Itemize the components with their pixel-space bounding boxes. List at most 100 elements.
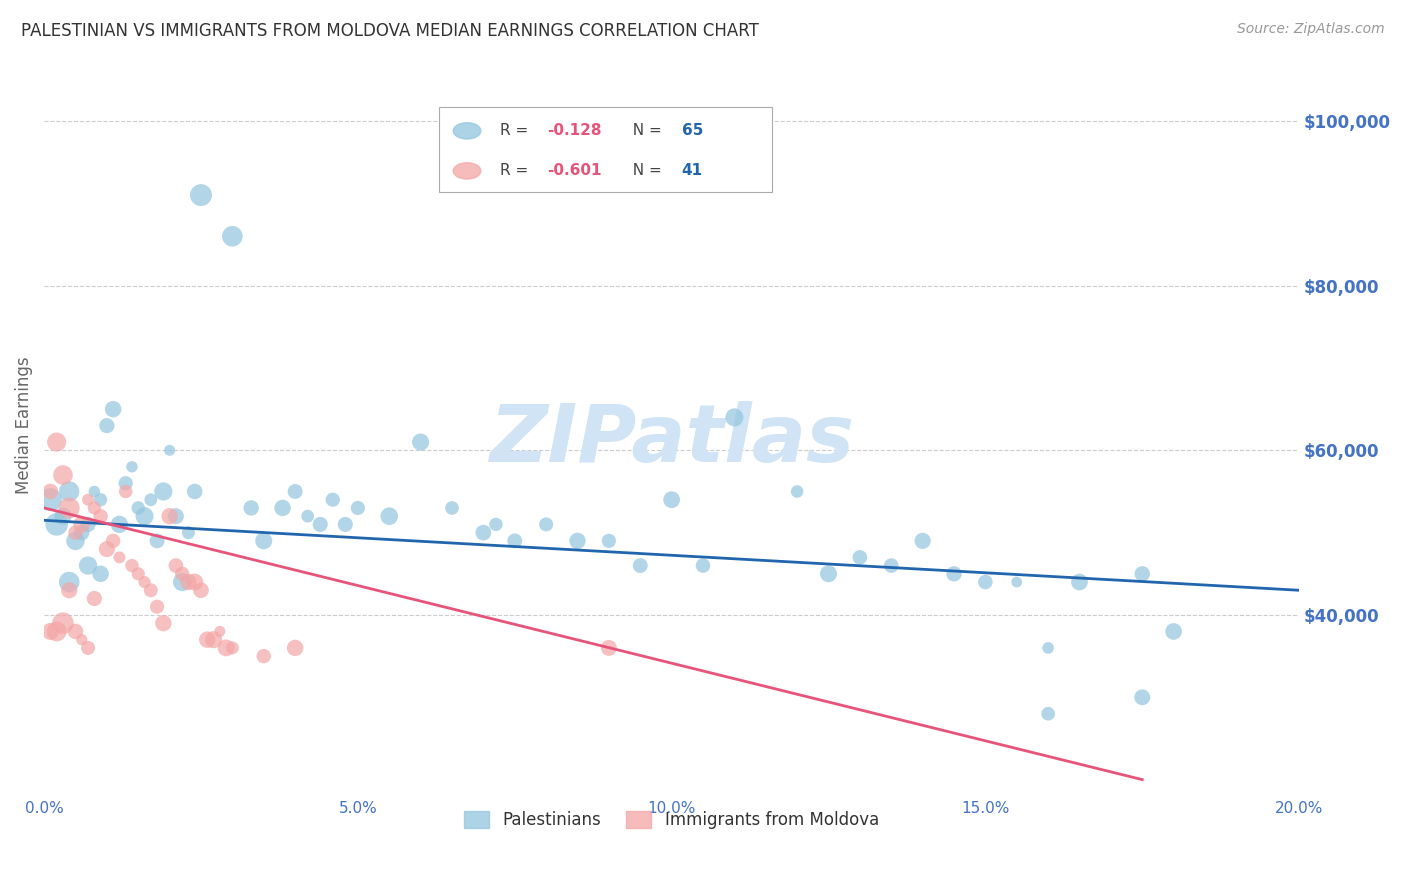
Point	[152, 484, 174, 499]
Point	[159, 509, 181, 524]
Text: 41: 41	[682, 163, 703, 178]
Point	[974, 575, 997, 590]
Point	[58, 500, 80, 515]
Point	[83, 591, 105, 606]
Point	[335, 517, 357, 532]
Point	[1036, 706, 1059, 721]
Legend: Palestinians, Immigrants from Moldova: Palestinians, Immigrants from Moldova	[457, 805, 886, 836]
Y-axis label: Median Earnings: Median Earnings	[15, 357, 32, 494]
Point	[70, 525, 93, 540]
Point	[101, 402, 124, 417]
Text: -0.601: -0.601	[547, 163, 602, 178]
Point	[159, 443, 181, 458]
Point	[202, 632, 225, 647]
Text: R =: R =	[499, 163, 533, 178]
Text: 65: 65	[682, 123, 703, 138]
Point	[253, 649, 276, 664]
Point	[628, 558, 651, 573]
Point	[108, 550, 131, 565]
Point	[146, 533, 169, 548]
Point	[485, 517, 508, 532]
Point	[52, 468, 75, 483]
Point	[52, 616, 75, 631]
Point	[661, 492, 683, 507]
Point	[215, 640, 238, 655]
Point	[39, 492, 62, 507]
Point	[347, 500, 370, 515]
Point	[139, 492, 162, 507]
Point	[70, 517, 93, 532]
Point	[221, 640, 243, 655]
Point	[139, 583, 162, 598]
Point	[409, 435, 432, 450]
Point	[177, 525, 200, 540]
Point	[534, 517, 557, 532]
Point	[183, 575, 205, 590]
Point	[114, 476, 136, 491]
Point	[77, 558, 100, 573]
Point	[152, 616, 174, 631]
Text: Source: ZipAtlas.com: Source: ZipAtlas.com	[1237, 22, 1385, 37]
Point	[134, 575, 156, 590]
Point	[127, 500, 149, 515]
Point	[880, 558, 903, 573]
Point	[45, 517, 67, 532]
Circle shape	[453, 162, 481, 179]
Point	[271, 500, 294, 515]
Point	[77, 640, 100, 655]
Point	[1130, 690, 1153, 705]
Point	[567, 533, 589, 548]
Text: N =: N =	[623, 163, 666, 178]
Point	[284, 484, 307, 499]
Point	[39, 624, 62, 639]
Text: ZIPatlas: ZIPatlas	[489, 401, 853, 479]
Point	[165, 558, 187, 573]
Point	[911, 533, 934, 548]
Point	[190, 188, 212, 202]
Point	[195, 632, 218, 647]
Point	[309, 517, 332, 532]
Point	[943, 566, 966, 581]
Point	[58, 484, 80, 499]
Point	[208, 624, 231, 639]
Point	[598, 640, 620, 655]
Point	[101, 533, 124, 548]
Point	[723, 410, 745, 425]
Point	[598, 533, 620, 548]
Point	[503, 533, 526, 548]
Point	[1005, 575, 1028, 590]
Point	[70, 632, 93, 647]
Point	[692, 558, 714, 573]
Point	[65, 533, 87, 548]
Point	[190, 583, 212, 598]
Point	[108, 517, 131, 532]
Point	[240, 500, 263, 515]
Point	[58, 583, 80, 598]
Text: PALESTINIAN VS IMMIGRANTS FROM MOLDOVA MEDIAN EARNINGS CORRELATION CHART: PALESTINIAN VS IMMIGRANTS FROM MOLDOVA M…	[21, 22, 759, 40]
Point	[127, 566, 149, 581]
Point	[83, 500, 105, 515]
Point	[96, 418, 118, 433]
Point	[1130, 566, 1153, 581]
Point	[77, 517, 100, 532]
Point	[284, 640, 307, 655]
Point	[39, 484, 62, 499]
Text: R =: R =	[499, 123, 533, 138]
Point	[1163, 624, 1185, 639]
Point	[52, 509, 75, 524]
Point	[90, 566, 112, 581]
Point	[786, 484, 808, 499]
Point	[146, 599, 169, 614]
Point	[472, 525, 495, 540]
Point	[183, 484, 205, 499]
Point	[817, 566, 839, 581]
Point	[172, 575, 194, 590]
Point	[65, 525, 87, 540]
Point	[177, 575, 200, 590]
Point	[297, 509, 319, 524]
Point	[378, 509, 401, 524]
Point	[65, 624, 87, 639]
Point	[121, 558, 143, 573]
Point	[1036, 640, 1059, 655]
Point	[134, 509, 156, 524]
